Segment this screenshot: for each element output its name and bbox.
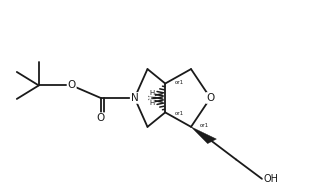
Text: H: H <box>149 100 154 106</box>
Text: or1: or1 <box>174 111 183 116</box>
Text: O: O <box>97 113 105 123</box>
Text: O: O <box>206 93 214 103</box>
Text: or1: or1 <box>174 80 183 85</box>
Text: or1: or1 <box>200 123 209 128</box>
Text: OH: OH <box>264 174 279 184</box>
Polygon shape <box>191 127 216 144</box>
Text: H: H <box>149 90 154 96</box>
Text: N: N <box>131 93 138 103</box>
Text: O: O <box>67 81 76 90</box>
